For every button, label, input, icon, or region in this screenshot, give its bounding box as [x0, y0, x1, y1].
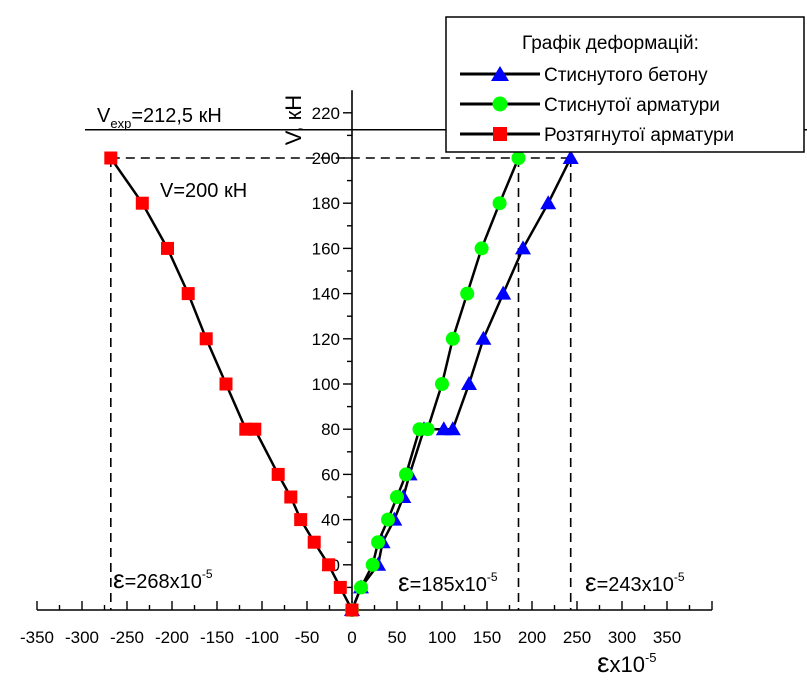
data-point-compressed-rebar — [371, 535, 386, 550]
data-point-tension-rebar — [294, 513, 308, 527]
x-tick-label: -200 — [155, 628, 189, 647]
v-exp-label-base: V — [97, 105, 111, 127]
y-axis-label: V, кН — [281, 95, 306, 145]
data-point-compressed-rebar — [365, 557, 380, 572]
strain-annotation-left: ε=268x10-5 — [113, 564, 213, 594]
strain-annotation-left-exp: -5 — [202, 567, 213, 581]
strain-annotation-right-symbol: ε — [585, 567, 597, 597]
v-exp-label-rest: =212,5 кН — [131, 105, 221, 127]
data-point-compressed-rebar — [420, 422, 435, 437]
x-tick-label: 100 — [428, 628, 456, 647]
data-point-compressed-rebar — [474, 241, 489, 256]
data-point-tension-rebar — [219, 377, 233, 391]
y-tick-label: 60 — [321, 465, 340, 484]
x-tick-label: -50 — [295, 628, 320, 647]
data-point-concrete — [540, 195, 557, 210]
legend-title: Графік деформацій: — [522, 33, 699, 54]
strain-annotation-mid-exp: -5 — [487, 570, 498, 584]
x-axis-label-text: x10 — [609, 652, 644, 677]
data-point-compressed-rebar — [381, 512, 395, 527]
data-point-tension-rebar — [199, 332, 213, 346]
strain-annotation-right-text: =243x10 — [597, 574, 674, 596]
x-tick-label: 0 — [347, 628, 356, 647]
legend-label-concrete: Стиснутого бетону — [544, 65, 708, 86]
data-point-concrete — [475, 330, 492, 345]
data-point-compressed-rebar — [390, 490, 404, 504]
v-exp-label-sub: exp — [110, 116, 131, 131]
data-point-tension-rebar — [135, 196, 149, 210]
y-tick-label: 80 — [321, 420, 340, 439]
data-point-tension-rebar — [104, 151, 118, 165]
data-point-tension-rebar — [333, 580, 347, 594]
x-tick-label: 200 — [518, 628, 546, 647]
data-point-concrete — [562, 150, 579, 164]
legend-marker-compressed-rebar — [492, 96, 508, 112]
data-point-tension-rebar — [271, 467, 285, 481]
data-point-concrete — [461, 376, 477, 390]
data-point-concrete — [495, 285, 512, 300]
y-tick-label: 100 — [312, 375, 340, 394]
legend-marker-tension-rebar — [493, 127, 507, 141]
x-axis-label-exp: -5 — [645, 650, 657, 665]
x-tick-label: 150 — [473, 628, 501, 647]
strain-annotation-right-exp: -5 — [674, 570, 685, 584]
legend-label-tension-rebar: Розтягнутої арматури — [544, 125, 734, 146]
x-tick-label: 300 — [608, 628, 636, 647]
legend-marker-concrete — [491, 66, 509, 81]
strain-annotation-mid: ε=185x10-5 — [398, 567, 498, 597]
data-point-tension-rebar — [307, 535, 321, 549]
strain-annotation-mid-text: =185x10 — [410, 574, 487, 596]
legend: Графік деформацій: Стиснутого бетону Сти… — [445, 16, 805, 153]
x-tick-label: -350 — [20, 628, 54, 647]
axes: -350 -300 -250 -200 -150 -100 -50 0 50 100 150 200 2… — [20, 90, 713, 647]
data-point-compressed-rebar — [445, 331, 460, 346]
data-point-compressed-rebar — [354, 580, 368, 595]
v-exp-label: Vexp=212,5 кН — [97, 105, 222, 131]
y-tick-label: 140 — [312, 285, 340, 304]
x-tick-label: -300 — [65, 628, 99, 647]
data-point-compressed-rebar — [399, 467, 413, 482]
x-tick-label: -250 — [110, 628, 144, 647]
x-tick-label: -150 — [200, 628, 234, 647]
x-axis-label: εx10-5 — [597, 647, 657, 678]
data-point-concrete — [515, 240, 531, 255]
x-tick-label: -100 — [245, 628, 279, 647]
x-tick-label: 250 — [563, 628, 591, 647]
data-point-compressed-rebar — [435, 377, 449, 391]
series-layer — [104, 150, 579, 617]
y-tick-label: 40 — [321, 511, 340, 530]
y-tick-label: 180 — [312, 194, 340, 213]
x-axis-label-symbol: ε — [597, 647, 609, 678]
data-point-tension-rebar — [181, 287, 195, 301]
data-point-tension-rebar — [284, 490, 298, 504]
y-tick-label: 200 — [312, 149, 340, 168]
strain-annotation-left-text: =268x10 — [125, 571, 202, 593]
data-point-tension-rebar — [322, 558, 336, 572]
legend-label-compressed-rebar: Стиснутої арматури — [544, 95, 720, 116]
x-tick-label: 350 — [653, 628, 681, 647]
strain-annotation-mid-symbol: ε — [398, 567, 410, 597]
strain-annotation-left-symbol: ε — [113, 564, 125, 594]
v-200-label: V=200 кН — [160, 180, 247, 202]
data-point-compressed-rebar — [492, 196, 507, 211]
x-tick-label: 50 — [388, 628, 407, 647]
data-point-compressed-rebar — [460, 286, 475, 301]
y-tick-label: 160 — [312, 239, 340, 258]
data-point-tension-rebar — [161, 241, 174, 255]
y-tick-label: 220 — [312, 104, 340, 123]
y-tick-label: 120 — [312, 330, 340, 349]
data-point-tension-rebar — [345, 603, 359, 617]
strain-annotation-right: ε=243x10-5 — [585, 567, 685, 597]
data-point-tension-rebar — [248, 422, 262, 436]
data-point-concrete — [444, 421, 461, 436]
data-point-compressed-rebar — [511, 151, 526, 165]
